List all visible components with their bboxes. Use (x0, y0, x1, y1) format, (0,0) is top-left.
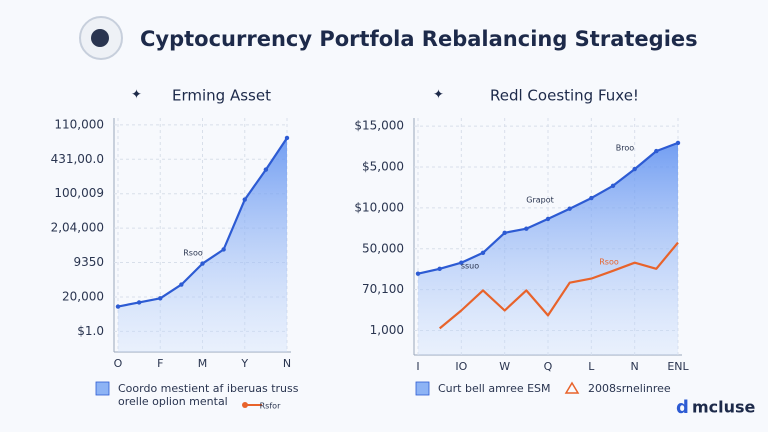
y-tick-label: 20,000 (62, 289, 104, 303)
point (675, 140, 681, 146)
annotation: Grapot (526, 196, 554, 205)
y-tick-label: 70,100 (362, 282, 404, 296)
y-tick-label: $15,000 (354, 119, 404, 133)
x-tick-label: W (499, 360, 510, 373)
y-tick-label: $1.0 (77, 324, 104, 338)
point (179, 282, 184, 287)
chart-title: Erming Asset (172, 87, 271, 105)
x-tick-label: M (198, 357, 208, 370)
point (415, 271, 421, 276)
y-tick-label: 431,00.0 (51, 152, 104, 166)
y-tick-label: 1,000 (370, 323, 404, 337)
x-tick-label: ENL (667, 360, 689, 373)
x-tick-label: Q (544, 360, 553, 373)
annotation: Rsoo (599, 258, 619, 267)
point (632, 166, 637, 172)
legend-symbol (564, 381, 580, 394)
legend-label: Curt bell amree ESM (438, 382, 551, 395)
legend-symbol (415, 381, 430, 396)
area (418, 142, 678, 355)
point (459, 260, 464, 265)
annotation: Rsfor (260, 402, 281, 411)
x-tick-label: Y (240, 357, 248, 370)
x-tick-label: IO (455, 360, 467, 373)
y-tick-label: 110,000 (54, 117, 104, 131)
point (654, 148, 659, 154)
point (242, 197, 247, 202)
chart-title: Redl Coesting Fuxe! (490, 87, 639, 105)
logo-text: mcluse (692, 398, 756, 417)
y-tick-label: 100,009 (54, 186, 104, 200)
annotation: ssuo (461, 262, 479, 271)
x-tick-label: N (283, 357, 291, 370)
y-tick-label: $5,000 (362, 160, 404, 174)
y-tick-label: 50,000 (362, 241, 404, 255)
point (158, 296, 163, 301)
point (589, 195, 594, 201)
point (200, 261, 205, 266)
line (438, 241, 679, 330)
icon: ✦ (131, 88, 142, 103)
x-tick-label: O (114, 357, 123, 370)
legend-symbol (95, 381, 110, 396)
annotation: Rsoo (183, 249, 203, 258)
point (502, 230, 507, 236)
point (115, 304, 121, 309)
point (545, 216, 551, 222)
legend-label: Coordo mestient af iberuas truss orelle … (118, 382, 299, 408)
point (480, 250, 486, 256)
point (136, 300, 142, 305)
point (437, 266, 442, 271)
logo-mark: d (676, 397, 689, 418)
point (567, 206, 572, 211)
x-tick-label: I (416, 360, 419, 373)
y-tick-label: 9350 (73, 255, 104, 269)
annotation: Broo (616, 144, 634, 153)
point (524, 226, 529, 231)
x-tick-label: F (157, 357, 163, 370)
legend-label: 2008srnelinree (588, 382, 671, 395)
y-tick-label: 2,04,000 (51, 221, 104, 235)
legend-symbol (242, 402, 248, 408)
icon: ✦ (433, 88, 444, 103)
x-tick-label: N (631, 360, 639, 373)
point (284, 135, 290, 141)
y-tick-label: $10,000 (354, 200, 404, 214)
page-title: Cyptocurrency Portfola Rebalancing Strat… (140, 27, 698, 51)
point (610, 183, 616, 189)
x-tick-label: L (588, 360, 595, 373)
logo-icon (91, 29, 109, 47)
point (263, 167, 269, 172)
point (221, 247, 226, 252)
